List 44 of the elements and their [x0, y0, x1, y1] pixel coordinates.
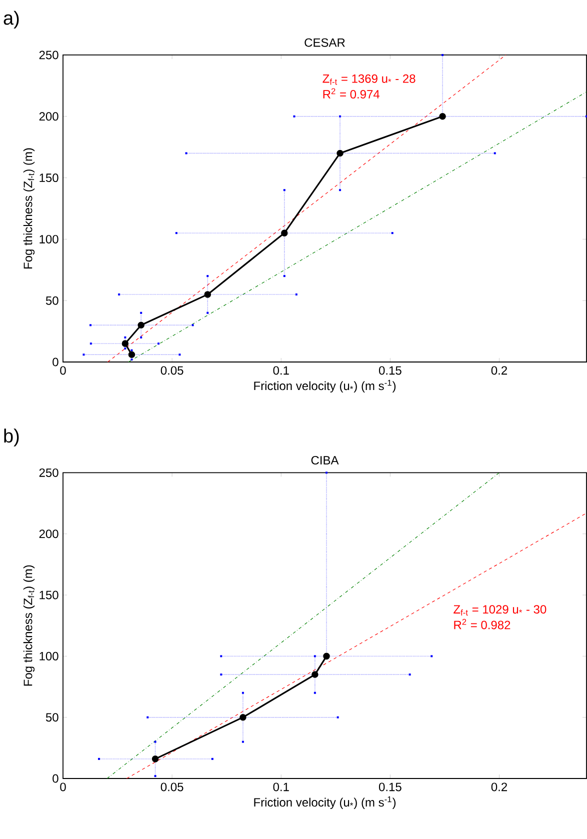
text: b) — [4, 428, 19, 446]
x-tick-label: 0.2 — [491, 366, 507, 375]
x-tick-label: 0.05 — [160, 366, 184, 375]
y-axis-title: Fog thickness (Z$_{f-t}$) (m) — [23, 148, 35, 268]
y-tick-label: 200 — [39, 112, 58, 121]
annotation: Z$_{f-t}$ = 1369 u$_{*}$ - 28 — [322, 74, 416, 85]
point — [281, 230, 288, 236]
y-tick-label: 250 — [39, 468, 58, 477]
x-tick-label: 0 — [60, 782, 66, 792]
annotation: R$^{2}$ = 0.974 — [323, 88, 380, 99]
x-tick-label: 0.15 — [378, 366, 402, 375]
y-tick-label: 100 — [40, 652, 58, 660]
point — [240, 714, 246, 721]
x-tick-label: 0.05 — [160, 782, 184, 792]
point — [138, 322, 144, 329]
y-tick-label: 250 — [39, 50, 58, 60]
x-axis-title: Friction velocity (u$_{*}$) (m s$^{-1}$) — [254, 380, 396, 392]
y-tick-label: 150 — [40, 174, 58, 182]
annotation: R$^{2}$ = 0.982 — [454, 618, 510, 630]
point — [323, 652, 330, 660]
point — [312, 671, 318, 678]
chart-title: CESAR — [304, 38, 345, 47]
x-tick-label: 0.2 — [491, 782, 507, 792]
point — [204, 291, 212, 298]
x-tick-label: 0.1 — [273, 366, 289, 375]
point — [122, 340, 129, 347]
point — [152, 756, 159, 762]
annotation: Z$_{f-t}$ = 1029 u$_{*}$ - 30 — [454, 605, 546, 616]
y-axis-title: Fog thickness (Z$_{f-t}$) (m) — [23, 565, 35, 686]
point — [336, 150, 344, 157]
x-axis-title: Friction velocity (u$_{*}$) (m s$^{-1}$) — [254, 796, 396, 809]
y-tick-label: 0 — [52, 774, 58, 783]
chart-title: CIBA — [311, 456, 339, 465]
y-tick-label: 50 — [46, 713, 58, 722]
y-tick-label: 0 — [52, 358, 58, 366]
x-tick-label: 0.1 — [273, 782, 289, 792]
y-tick-label: 100 — [40, 234, 58, 244]
point — [439, 113, 446, 120]
y-tick-label: 50 — [46, 296, 58, 305]
text: a) — [4, 10, 19, 29]
x-tick-label: 0.15 — [378, 782, 402, 792]
y-tick-label: 150 — [40, 590, 58, 600]
x-tick-label: 0 — [60, 366, 66, 375]
y-tick-label: 200 — [39, 530, 58, 538]
